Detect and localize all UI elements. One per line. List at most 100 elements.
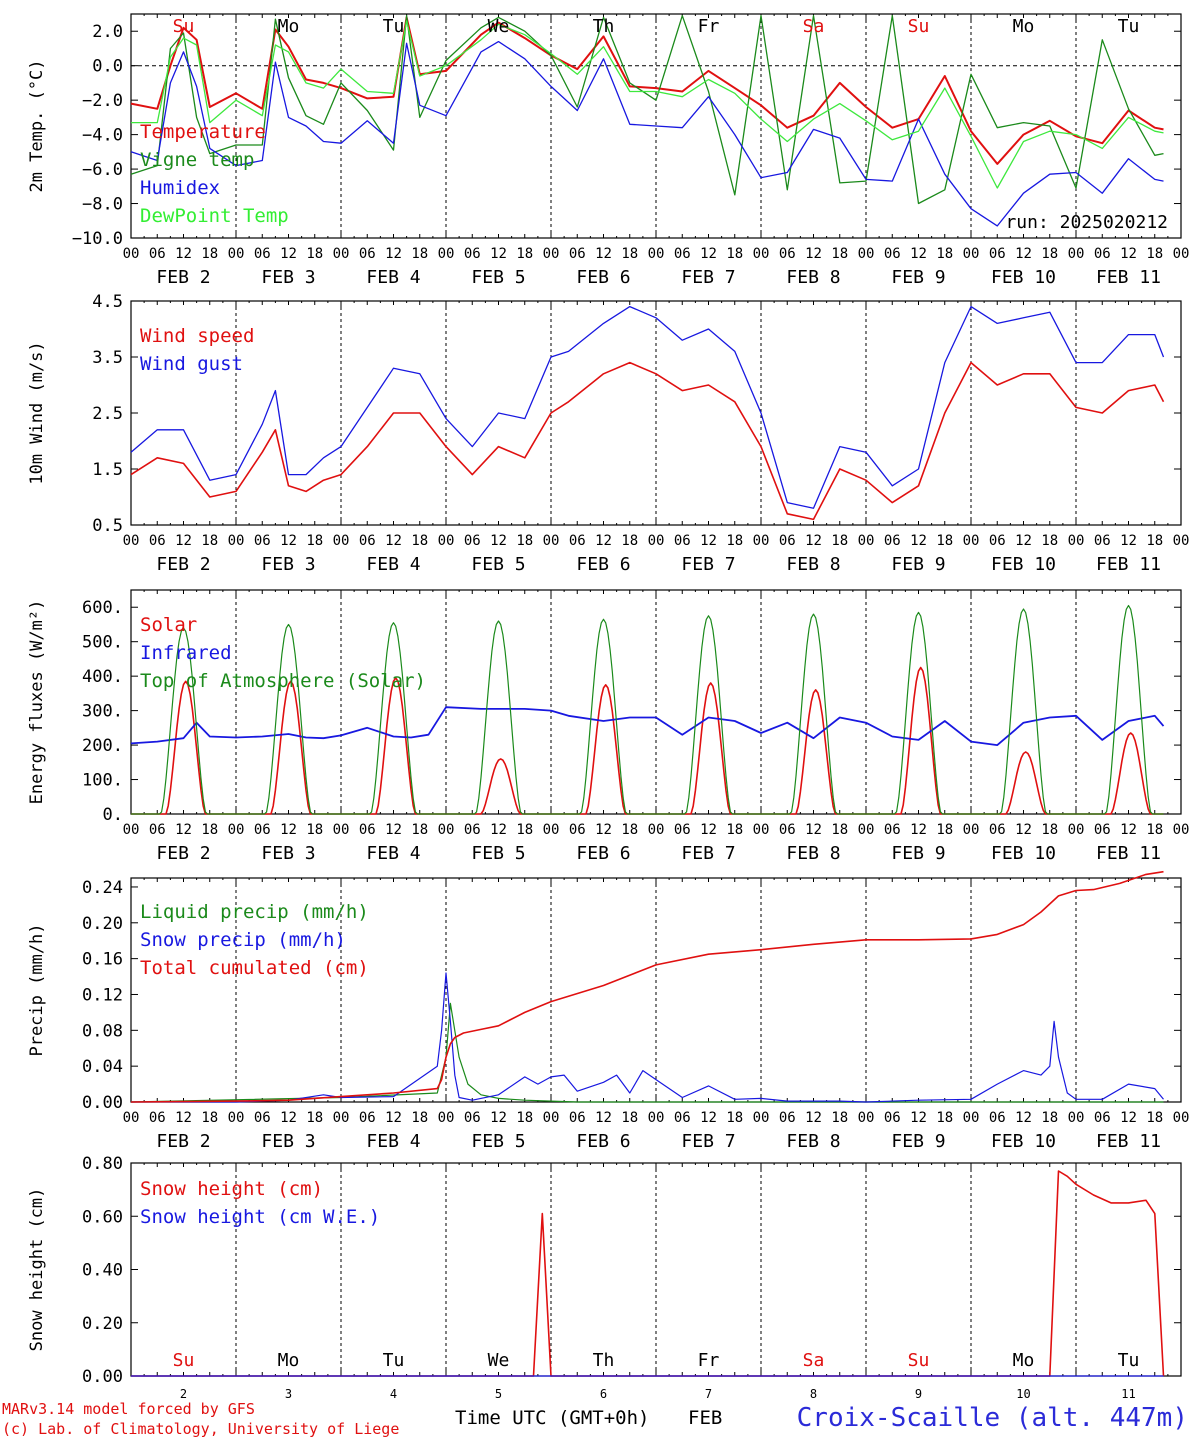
hour-tick-label: 00	[753, 246, 770, 262]
day-number-label: 9	[915, 1387, 922, 1401]
hour-tick-label: 12	[595, 246, 612, 262]
day-number-label: 8	[810, 1387, 817, 1401]
hour-tick-label: 06	[464, 1110, 481, 1126]
hour-tick-label: 18	[621, 1110, 638, 1126]
hour-tick-label: 12	[490, 822, 507, 838]
date-label: FEB 11	[1096, 554, 1161, 575]
hour-tick-label: 00	[333, 1110, 350, 1126]
weekday-label: Tu	[1118, 16, 1140, 37]
y-tick-label: 0.08	[82, 1021, 123, 1041]
hour-tick-label: 12	[1015, 533, 1032, 549]
hour-tick-label: 06	[254, 533, 271, 549]
date-label: FEB 3	[261, 554, 315, 575]
hour-tick-label: 12	[700, 822, 717, 838]
hour-tick-label: 12	[910, 246, 927, 262]
credit-model: MARv3.14 model forced by GFS	[2, 1400, 255, 1418]
date-label: FEB 10	[991, 1131, 1056, 1152]
hour-tick-label: 12	[805, 246, 822, 262]
weekday-label: Sa	[803, 16, 825, 37]
y-tick-label: −2.0	[82, 91, 123, 111]
hour-tick-label: 06	[569, 533, 586, 549]
date-label: FEB 5	[471, 1131, 525, 1152]
hour-tick-label: 18	[1041, 1110, 1058, 1126]
date-label: FEB 2	[156, 1131, 210, 1152]
y-tick-label: 0.5	[92, 516, 123, 536]
legend-entry: Vigne temp	[140, 149, 254, 171]
hour-tick-label: 18	[411, 822, 428, 838]
y-tick-label: −8.0	[82, 195, 123, 215]
hour-tick-label: 18	[411, 533, 428, 549]
date-label: FEB 4	[366, 1131, 420, 1152]
hour-tick-label: 18	[726, 1110, 743, 1126]
series-top-of-atmosphere-solar-	[131, 604, 1164, 815]
date-label: FEB 3	[261, 267, 315, 288]
hour-tick-label: 18	[936, 246, 953, 262]
hour-tick-label: 00	[123, 246, 140, 262]
y-tick-label: 200.	[82, 736, 123, 756]
hour-tick-label: 00	[858, 1110, 875, 1126]
credit-lab: (c) Lab. of Climatology, University of L…	[2, 1420, 399, 1438]
hour-tick-label: 00	[333, 246, 350, 262]
hour-tick-label: 00	[963, 246, 980, 262]
y-axis-label: Snow height (cm)	[27, 1188, 47, 1352]
date-label: FEB 7	[681, 843, 735, 864]
legend-entry: Wind gust	[140, 353, 243, 375]
weekday-label: Th	[593, 1350, 615, 1371]
weekday-label: Mo	[278, 16, 300, 37]
hour-tick-label: 06	[674, 246, 691, 262]
hour-tick-label: 06	[149, 533, 166, 549]
hour-tick-label: 06	[779, 1110, 796, 1126]
hour-tick-label: 06	[674, 1110, 691, 1126]
hour-tick-label: 18	[411, 246, 428, 262]
hour-tick-label: 18	[201, 246, 218, 262]
y-tick-label: 0.40	[82, 1261, 123, 1281]
series-snow-height-cm-	[131, 1170, 1165, 1377]
series-humidex	[130, 40, 1164, 227]
station-name: Croix-Scaille (alt. 447m)	[797, 1403, 1188, 1433]
date-label: FEB 5	[471, 843, 525, 864]
y-tick-label: 600.	[82, 598, 123, 618]
date-label: FEB 6	[576, 267, 630, 288]
hour-tick-label: 00	[1068, 533, 1085, 549]
date-label: FEB 2	[156, 267, 210, 288]
hour-tick-label: 06	[569, 822, 586, 838]
series-infrared	[130, 706, 1165, 746]
legend-entry: Total cumulated (cm)	[140, 957, 369, 979]
legend-entry: Liquid precip (mm/h)	[140, 901, 369, 923]
hour-tick-label: 18	[1146, 246, 1163, 262]
date-label: FEB 4	[366, 554, 420, 575]
hour-tick-label: 06	[254, 1110, 271, 1126]
hour-tick-label: 18	[201, 1110, 218, 1126]
hour-tick-label: 12	[280, 822, 297, 838]
hour-tick-label: 00	[438, 246, 455, 262]
y-axis-label: Energy fluxes (W/m²)	[27, 600, 47, 805]
hour-tick-label: 18	[936, 533, 953, 549]
hour-tick-label: 06	[149, 822, 166, 838]
hour-tick-label: 00	[648, 246, 665, 262]
hour-tick-label: 12	[595, 533, 612, 549]
hour-tick-label: 18	[621, 822, 638, 838]
y-tick-label: −4.0	[82, 126, 123, 146]
hour-tick-label: 18	[831, 533, 848, 549]
y-tick-label: 400.	[82, 667, 123, 687]
date-label: FEB 9	[891, 843, 945, 864]
hour-tick-label: 12	[490, 246, 507, 262]
hour-tick-label: 06	[779, 246, 796, 262]
date-label: FEB 9	[891, 554, 945, 575]
hour-tick-label: 12	[280, 1110, 297, 1126]
hour-tick-label: 12	[385, 246, 402, 262]
hour-tick-label: 12	[1015, 822, 1032, 838]
hour-tick-label: 06	[1094, 822, 1111, 838]
day-number-label: 10	[1016, 1387, 1030, 1401]
day-number-label: 5	[495, 1387, 502, 1401]
y-tick-label: 2.0	[92, 22, 123, 42]
hour-tick-label: 06	[989, 246, 1006, 262]
hour-tick-label: 18	[306, 1110, 323, 1126]
weekday-label: Su	[908, 16, 930, 37]
y-tick-label: −6.0	[82, 160, 123, 180]
day-number-label: 2	[180, 1387, 187, 1401]
hour-tick-label: 00	[753, 822, 770, 838]
hour-tick-label: 18	[726, 533, 743, 549]
hour-tick-label: 00	[543, 1110, 560, 1126]
hour-tick-label: 00	[858, 533, 875, 549]
